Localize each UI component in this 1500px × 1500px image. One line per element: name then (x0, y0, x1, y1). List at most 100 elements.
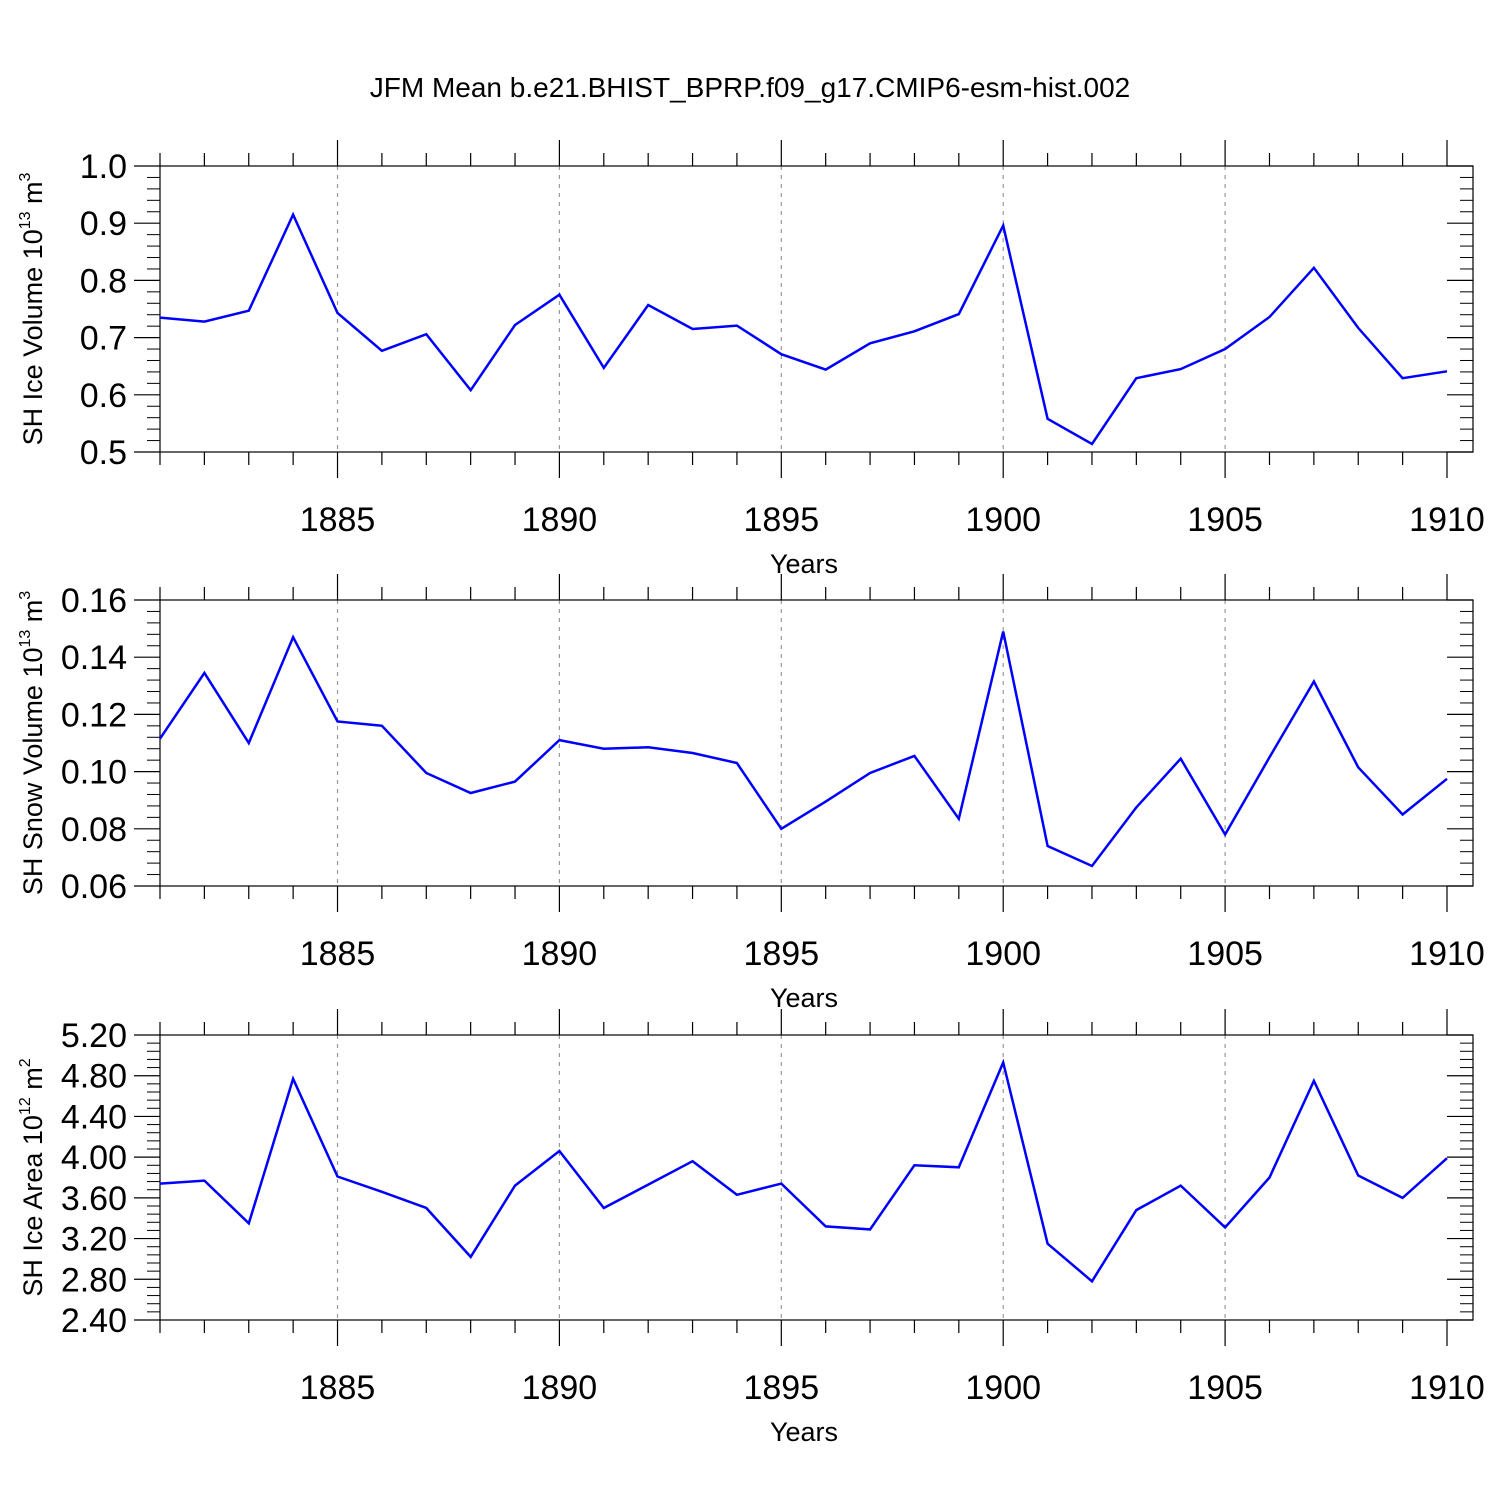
data-point (337, 312, 339, 314)
data-point (203, 672, 205, 674)
y-axis-title: SH Ice Volume 1013 m3 (17, 172, 48, 445)
x-tick-label: 1890 (522, 501, 598, 539)
data-point (869, 772, 871, 774)
data-point (159, 738, 161, 740)
y-tick-label: 0.7 (80, 320, 127, 358)
data-point (381, 350, 383, 352)
plot-frame (159, 599, 1474, 887)
y-tick-label: 0.10 (61, 754, 127, 792)
data-point (1047, 418, 1049, 420)
data-point (558, 1150, 560, 1152)
series-line (159, 1058, 1448, 1284)
y-axis-title-exponent: 13 (17, 630, 34, 648)
data-point (1047, 1243, 1049, 1245)
x-tick-label: 1900 (965, 501, 1041, 539)
data-point (1446, 778, 1448, 780)
x-tick-label: 1895 (743, 935, 819, 973)
data-point (470, 792, 472, 794)
data-point (1002, 224, 1004, 226)
series-line (159, 211, 1448, 446)
data-point (292, 1078, 294, 1080)
data-point (603, 367, 605, 369)
data-point (869, 342, 871, 344)
x-tick-label: 1905 (1187, 1369, 1263, 1407)
data-point (1002, 1061, 1004, 1063)
data-point (1224, 834, 1226, 836)
y-tick-label: 1.0 (80, 148, 127, 186)
data-point (913, 330, 915, 332)
data-point (159, 317, 161, 319)
data-point (1091, 1280, 1093, 1282)
y-axis-title: SH Ice Area 1012 m2 (17, 1058, 48, 1296)
data-point (869, 1228, 871, 1230)
data-point (1268, 1177, 1270, 1179)
data-point (558, 294, 560, 296)
data-point (736, 762, 738, 764)
data-point (1268, 316, 1270, 318)
data-point (470, 389, 472, 391)
data-point (159, 1183, 161, 1185)
y-tick-label: 0.5 (80, 434, 127, 472)
x-tick-label: 1895 (743, 501, 819, 539)
series-line (158, 631, 1448, 868)
panel-1: 0.5 0.6 0.7 0.8 0.9 1.0 1885 1890 1895 1900 1905 19… (17, 140, 1485, 579)
data-point (1180, 368, 1182, 370)
y-axis-title-text: SH Snow Volume 10 (18, 648, 48, 896)
x-axis-title: Years (770, 983, 838, 1013)
data-point (1002, 630, 1004, 632)
data-point (1268, 756, 1270, 758)
y-axis-title-text: SH Ice Volume 10 (18, 229, 48, 445)
data-point (736, 1194, 738, 1196)
data-point (337, 721, 339, 723)
x-tick-label: 1890 (522, 935, 598, 973)
data-point (203, 321, 205, 323)
data-point (514, 324, 516, 326)
x-tick-label: 1900 (965, 1369, 1041, 1407)
x-tick-label: 1910 (1409, 501, 1485, 539)
panel-3: 2.402.803.203.604.004.404.805.20 1885 1890… (17, 1009, 1485, 1447)
y-axis-title: SH Snow Volume 1013 m3 (17, 591, 48, 895)
data-point (1446, 370, 1448, 372)
y-axis-title-text: m (18, 1067, 48, 1097)
chart-title: JFM Mean b.e21.BHIST_BPRP.f09_g17.CMIP6-… (369, 72, 1131, 103)
x-axis-title: Years (770, 1417, 838, 1447)
data-point (425, 1207, 427, 1209)
data-point (647, 1184, 649, 1186)
data-point (692, 328, 694, 330)
data-point (1224, 1226, 1226, 1228)
x-tick-label: 1885 (300, 501, 376, 539)
data-point (1402, 377, 1404, 379)
data-point (1357, 1174, 1359, 1176)
data-point (1402, 814, 1404, 816)
data-point (1180, 758, 1182, 760)
data-point (425, 333, 427, 335)
data-point (958, 313, 960, 315)
y-axis-title-text: m (18, 181, 48, 211)
y-axis-title-exponent: 3 (17, 172, 34, 181)
data-point (825, 1225, 827, 1227)
y-axis-title-exponent: 13 (17, 211, 34, 229)
y-tick-label: 3.20 (61, 1221, 127, 1259)
data-point (825, 369, 827, 371)
data-point (1446, 1157, 1448, 1159)
x-tick-label: 1905 (1187, 501, 1263, 539)
data-point (647, 746, 649, 748)
data-point (692, 752, 694, 754)
data-point (425, 772, 427, 774)
data-point (558, 739, 560, 741)
data-point (248, 310, 250, 312)
data-point (647, 304, 649, 306)
panel-2: 0.06 0.08 0.10 0.12 0.14 0.16 1885 1890 1895 1900… (17, 574, 1485, 1013)
data-point (514, 781, 516, 783)
y-axis-title-exponent: 2 (17, 1058, 34, 1067)
y-tick-label: 5.20 (61, 1017, 127, 1055)
x-axis-title: Years (770, 549, 838, 579)
x-tick-label: 1900 (965, 935, 1041, 973)
y-axis-title-text: SH Ice Area 10 (18, 1115, 48, 1297)
data-point (292, 214, 294, 216)
data-point (292, 636, 294, 638)
x-tick-label: 1910 (1409, 1369, 1485, 1407)
data-point (603, 748, 605, 750)
data-point (514, 1185, 516, 1187)
